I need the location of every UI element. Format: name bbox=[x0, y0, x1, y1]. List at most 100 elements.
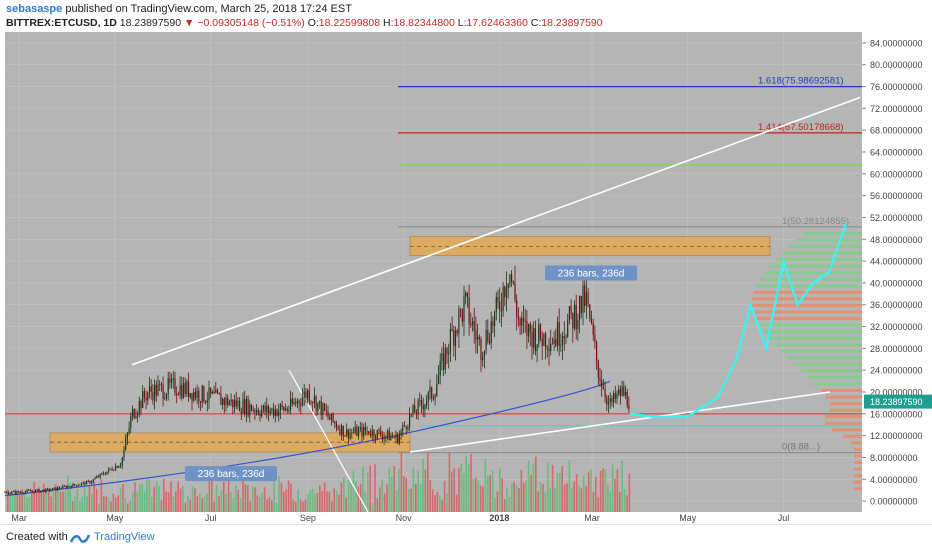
volume-bar bbox=[381, 479, 383, 512]
candle-body bbox=[147, 392, 149, 401]
volume-bar bbox=[585, 486, 587, 512]
volume-bar bbox=[595, 476, 597, 512]
y-tick-label: 8.00000000 bbox=[870, 453, 918, 463]
volume-bar bbox=[451, 471, 453, 512]
y-tick-label: 28.00000000 bbox=[870, 344, 923, 354]
fib-1-label: 1(50.28124855) bbox=[782, 216, 849, 227]
volume-bar bbox=[163, 478, 165, 512]
candle-body bbox=[97, 476, 100, 478]
candle-body bbox=[618, 389, 620, 394]
volume-bar bbox=[259, 497, 261, 512]
candle-body bbox=[227, 397, 229, 406]
volume-profile-bar bbox=[854, 454, 862, 458]
volume-bar bbox=[11, 492, 14, 512]
candle-body bbox=[364, 427, 366, 432]
candle-body bbox=[283, 406, 285, 411]
volume-bar bbox=[549, 488, 551, 512]
volume-bar bbox=[62, 491, 64, 512]
volume-profile-bar bbox=[854, 474, 862, 478]
candle-body bbox=[276, 409, 278, 416]
candle-body bbox=[369, 434, 372, 436]
volume-bar bbox=[21, 489, 23, 512]
candle-body bbox=[458, 309, 460, 334]
candle-body bbox=[111, 468, 113, 471]
created-with-text: Created with bbox=[6, 531, 68, 543]
price-axis bbox=[862, 32, 932, 512]
candle-body bbox=[235, 400, 237, 407]
volume-bar bbox=[232, 498, 235, 512]
candle-body bbox=[565, 336, 567, 338]
candle-body bbox=[609, 398, 611, 403]
footer: Created with TradingView bbox=[0, 524, 932, 551]
candle-body bbox=[599, 377, 601, 381]
tradingview-link[interactable]: TradingView bbox=[94, 531, 155, 543]
volume-bar bbox=[67, 475, 69, 512]
volume-bar bbox=[153, 486, 155, 512]
y-tick-label: 16.00000000 bbox=[870, 409, 923, 419]
volume-bar bbox=[604, 469, 607, 512]
volume-bar bbox=[621, 460, 623, 512]
volume-bar bbox=[119, 487, 122, 512]
price-chart[interactable]: 84.00000000 80.00000000 76.00000000 72.0000… bbox=[0, 32, 932, 524]
candle-body bbox=[58, 487, 60, 489]
volume-bar bbox=[463, 473, 465, 512]
candle-body bbox=[317, 402, 319, 411]
volume-bar bbox=[357, 486, 359, 512]
candle-body bbox=[402, 425, 404, 431]
candle-body bbox=[84, 482, 86, 485]
candle-body bbox=[483, 350, 485, 357]
volume-bar bbox=[611, 464, 614, 512]
y-tick-label: 12.00000000 bbox=[870, 431, 923, 441]
volume-bar bbox=[143, 491, 146, 512]
candle-body bbox=[341, 425, 343, 435]
candle-body bbox=[334, 421, 336, 424]
volume-bar bbox=[194, 488, 196, 512]
volume-bar bbox=[328, 491, 331, 512]
candle-body bbox=[601, 380, 603, 388]
volume-bar bbox=[470, 454, 472, 512]
candle-body bbox=[266, 405, 268, 412]
candle-body bbox=[312, 402, 314, 404]
candle-body bbox=[142, 391, 144, 409]
candle-body bbox=[201, 386, 203, 403]
volume-bar bbox=[43, 483, 45, 512]
volume-bar bbox=[371, 503, 374, 512]
volume-bar bbox=[199, 493, 201, 512]
volume-bar bbox=[578, 485, 580, 512]
candle-body bbox=[264, 405, 266, 412]
candle-body bbox=[480, 339, 482, 361]
candle-body bbox=[347, 429, 349, 439]
candle-body bbox=[485, 329, 487, 351]
projection-path bbox=[629, 222, 848, 419]
volume-bar bbox=[292, 499, 295, 512]
candle-body bbox=[437, 375, 440, 385]
volume-bar bbox=[443, 480, 446, 512]
volume-bar bbox=[40, 491, 43, 512]
plot-area bbox=[5, 32, 862, 512]
volume-bar bbox=[331, 500, 333, 512]
candle-body bbox=[502, 286, 504, 312]
volume-profile-bar bbox=[764, 271, 862, 275]
volume-bar bbox=[31, 489, 33, 512]
volume-bar bbox=[415, 483, 417, 512]
volume-bar bbox=[208, 476, 211, 512]
y-tick-label: 76.00000000 bbox=[870, 82, 923, 92]
ohlc-legend: BITTREX:ETCUSD, 1D 18.23897590 ▼ −0.0930… bbox=[6, 17, 603, 29]
volume-profile-bar bbox=[796, 238, 862, 242]
candle-body bbox=[490, 321, 492, 344]
volume-bar bbox=[599, 471, 602, 512]
candle-body bbox=[239, 400, 241, 412]
candle-body bbox=[346, 429, 348, 436]
candle-body bbox=[237, 400, 239, 407]
author-name[interactable]: sebasaspe bbox=[6, 3, 63, 15]
candle-body bbox=[145, 397, 147, 401]
candle-body bbox=[468, 297, 470, 324]
volume-bar bbox=[515, 485, 518, 512]
candle-body bbox=[206, 400, 208, 403]
x-tick-label: Jul bbox=[205, 513, 217, 523]
candle-body bbox=[171, 378, 173, 383]
volume-bar bbox=[139, 484, 141, 512]
candle-body bbox=[23, 493, 25, 494]
candle-body bbox=[16, 491, 18, 494]
candle-body bbox=[621, 386, 623, 396]
